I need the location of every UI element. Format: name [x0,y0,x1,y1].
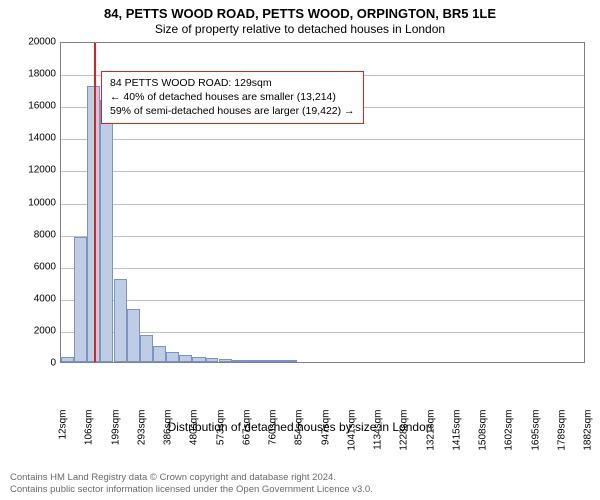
x-tick-label: 573sqm [215,410,226,460]
histogram-bar [166,352,179,362]
x-tick-label: 667sqm [241,410,252,460]
y-tick-label: 12000 [6,165,56,176]
y-tick-label: 18000 [6,69,56,80]
y-tick-label: 14000 [6,133,56,144]
x-tick-label: 854sqm [294,410,305,460]
info-line-2: ← 40% of detached houses are smaller (13… [110,90,355,104]
histogram-bar [114,279,127,362]
grid-line [61,204,584,205]
histogram-bar [100,100,113,362]
grid-line [61,236,584,237]
histogram-bar [127,309,140,362]
chart-title-main: 84, PETTS WOOD ROAD, PETTS WOOD, ORPINGT… [10,6,590,21]
histogram-bar [232,360,245,362]
x-tick-label: 1602sqm [504,410,515,460]
x-tick-label: 1415sqm [451,410,462,460]
histogram-bar [245,360,258,362]
y-tick-label: 20000 [6,37,56,48]
histogram-bar [74,237,87,362]
y-tick-label: 16000 [6,101,56,112]
x-tick-label: 1508sqm [478,410,489,460]
x-tick-label: 1695sqm [530,410,541,460]
x-tick-label: 1041sqm [346,410,357,460]
footer-line-2: Contains public sector information licen… [10,484,590,496]
histogram-bar [179,355,192,362]
plot-area: 84 PETTS WOOD ROAD: 129sqm ← 40% of deta… [60,42,585,363]
info-line-1: 84 PETTS WOOD ROAD: 129sqm [110,76,355,90]
x-tick-label: 1789sqm [556,410,567,460]
x-tick-label: 1134sqm [373,410,384,460]
chart-title-sub: Size of property relative to detached ho… [10,22,590,36]
x-tick-label: 199sqm [110,410,121,460]
histogram-bar [271,360,284,362]
x-tick-label: 106sqm [84,410,95,460]
grid-line [61,139,584,140]
histogram-bar [192,357,205,362]
y-tick-label: 10000 [6,197,56,208]
x-tick-label: 386sqm [163,410,174,460]
histogram-bar [219,359,232,362]
x-tick-label: 293sqm [136,410,147,460]
grid-line [61,300,584,301]
x-tick-label: 1321sqm [425,410,436,460]
footer: Contains HM Land Registry data © Crown c… [10,472,590,496]
y-tick-label: 8000 [6,229,56,240]
y-tick-label: 2000 [6,325,56,336]
x-tick-label: 760sqm [268,410,279,460]
histogram-bar [61,357,74,362]
grid-line [61,268,584,269]
info-line-3: 59% of semi-detached houses are larger (… [110,104,355,118]
y-tick-label: 6000 [6,261,56,272]
info-box: 84 PETTS WOOD ROAD: 129sqm ← 40% of deta… [101,71,364,124]
y-tick-label: 4000 [6,293,56,304]
chart-container: Number of detached properties 84 PETTS W… [0,38,600,418]
x-tick-label: 480sqm [189,410,200,460]
grid-line [61,171,584,172]
histogram-bar [140,335,153,362]
histogram-bar [258,360,271,362]
x-tick-label: 1882sqm [583,410,594,460]
histogram-bar [206,358,219,362]
footer-line-1: Contains HM Land Registry data © Crown c… [10,472,590,484]
marker-line [94,43,96,362]
histogram-bar [153,346,166,362]
x-tick-label: 12sqm [58,410,69,460]
y-tick-label: 0 [6,358,56,369]
histogram-bar [284,360,297,362]
x-tick-label: 1228sqm [399,410,410,460]
x-tick-label: 947sqm [320,410,331,460]
